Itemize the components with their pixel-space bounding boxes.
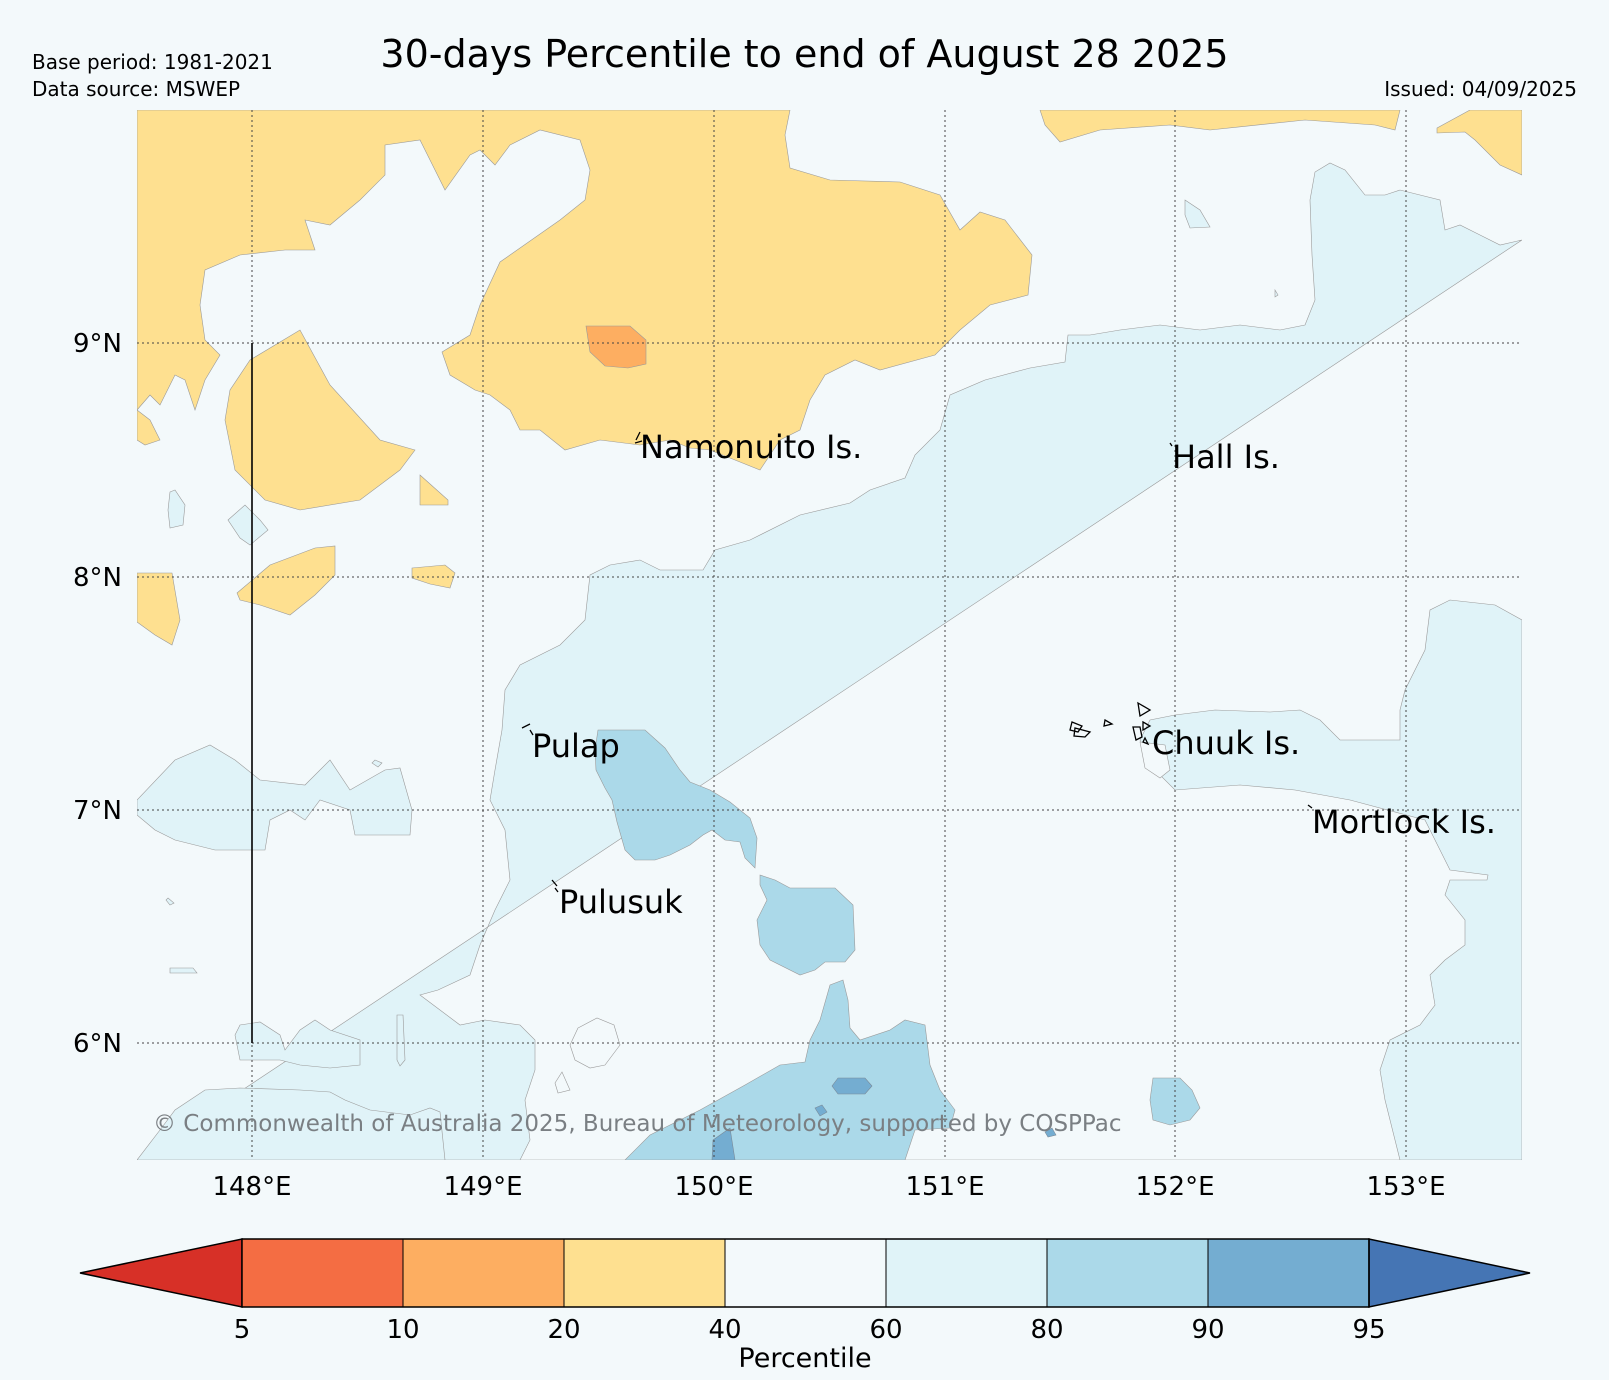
very-wet-region-4 (1044, 1127, 1057, 1138)
pulusuk-mark (551, 879, 559, 893)
lon-label-152e: 152°E (1135, 1172, 1214, 1202)
chuuk-island-3 (1073, 727, 1092, 738)
issued-date-label: Issued: 04/09/2025 (1384, 77, 1577, 101)
map-plot-area (137, 110, 1522, 1160)
colorbar-extend-high (1368, 1238, 1531, 1308)
band-80-90 (594, 729, 1201, 1160)
wet-islet-4 (165, 897, 175, 906)
band-10-20-region (585, 325, 647, 369)
wet-islet-7 (1184, 199, 1211, 229)
wet-region-southeast-blob (756, 874, 856, 976)
very-wet-region-3 (814, 1104, 828, 1117)
gridlines (137, 110, 1522, 1160)
pulap-mark (521, 723, 534, 736)
place-pulap: Pulap (532, 727, 620, 765)
wet-region-west-7n (137, 744, 413, 851)
colorbar-segment-60-80 (885, 1238, 1048, 1308)
chuuk-island-7 (1142, 736, 1150, 746)
lon-label-153e: 153°E (1366, 1172, 1445, 1202)
chuuk-island-1 (1137, 701, 1152, 718)
mortlock-mark (1307, 804, 1313, 809)
namonuito-mark (634, 431, 643, 444)
copyright-notice: © Commonwealth of Australia 2025, Bureau… (153, 1111, 1122, 1137)
colorbar-tick-60: 60 (869, 1315, 902, 1345)
dry-region-8n-edge (137, 572, 181, 646)
place-chuuk: Chuuk Is. (1152, 724, 1300, 762)
near-normal-hole-3 (1139, 741, 1171, 779)
map-title: 30-days Percentile to end of August 28 2… (380, 32, 1229, 76)
wet-region-west-6n (137, 1087, 446, 1160)
band-20-40 (137, 110, 1522, 646)
hall-mark (1169, 442, 1173, 447)
chuuk-island-4 (1103, 718, 1114, 727)
colorbar-segment-20-40 (563, 1238, 726, 1308)
very-wet-region-1 (831, 1077, 873, 1095)
colorbar-tick-80: 80 (1030, 1315, 1063, 1345)
colorbar-segment-5-10 (241, 1238, 404, 1308)
colorbar (79, 1238, 1531, 1308)
chuuk-island-5 (1132, 726, 1143, 741)
band-60-80 (137, 162, 1522, 1160)
near-normal-hole-2 (554, 1071, 571, 1094)
wet-islet-6 (396, 1014, 406, 1067)
colorbar-tick-10: 10 (386, 1315, 419, 1345)
band-90-95 (711, 1077, 1057, 1160)
dry-region-8n-west (236, 545, 336, 616)
place-pulusuk: Pulusuk (559, 883, 683, 921)
place-hall: Hall Is. (1172, 438, 1280, 476)
colorbar-tick-95: 95 (1352, 1315, 1385, 1345)
dry-region-top-right-corner (1436, 110, 1522, 176)
colorbar-segment-90-95 (1207, 1238, 1370, 1308)
data-source-label: Data source: MSWEP (32, 77, 241, 101)
colorbar-tick-40: 40 (708, 1315, 741, 1345)
band-40-60-holes (554, 741, 1171, 1094)
lat-label-9n: 9°N (73, 329, 122, 359)
dry-region-top-right (1039, 110, 1401, 143)
colorbar-segment-10-20 (402, 1238, 565, 1308)
wet-region-south (624, 979, 956, 1160)
colorbar-tick-5: 5 (234, 1315, 251, 1345)
colorbar-ticks: 5 10 20 40 60 80 90 95 (234, 1315, 1386, 1345)
dry-region-central-west (224, 329, 416, 511)
wet-region-main (137, 162, 1522, 1160)
lon-label-149e: 149°E (443, 1172, 522, 1202)
colorbar-tick-20: 20 (547, 1315, 580, 1345)
chuuk-island-6 (1142, 720, 1152, 732)
base-period-label: Base period: 1981-2021 (32, 50, 273, 74)
colorbar-tick-90: 90 (1191, 1315, 1224, 1345)
colorbar-label: Percentile (738, 1343, 871, 1374)
colorbar-extend-low (79, 1238, 243, 1308)
wet-islet-1 (227, 504, 269, 546)
wet-islet-8 (1274, 288, 1279, 298)
near-normal-hole-1 (569, 1017, 621, 1069)
longitude-labels: 148°E 149°E 150°E 151°E 152°E 153°E (212, 1172, 1445, 1202)
wet-islet-3 (169, 967, 198, 974)
wet-islet-5 (371, 759, 383, 768)
place-namonuito: Namonuito Is. (640, 428, 862, 466)
dry-region-north-west (137, 110, 1033, 471)
latitude-labels: 9°N 8°N 7°N 6°N (73, 329, 122, 1059)
island-outlines (521, 431, 1313, 893)
chuuk-island-2 (1069, 721, 1083, 733)
wet-region-pulap-south (594, 729, 758, 869)
very-wet-region-2 (711, 1127, 736, 1160)
lat-label-7n: 7°N (73, 796, 122, 826)
place-mortlock: Mortlock Is. (1312, 803, 1496, 841)
wet-region-west-6n-b (234, 1019, 361, 1069)
dry-region-small-east-of-center (419, 474, 449, 506)
lat-label-6n: 6°N (73, 1029, 122, 1059)
lon-label-148e: 148°E (212, 1172, 291, 1202)
wet-islet-2 (167, 489, 186, 529)
dry-region-west-coast (137, 409, 161, 446)
colorbar-segment-80-90 (1046, 1238, 1209, 1308)
lon-label-150e: 150°E (674, 1172, 753, 1202)
lat-label-8n: 8°N (73, 563, 122, 593)
lon-label-151e: 151°E (905, 1172, 984, 1202)
place-labels: Namonuito Is. Hall Is. Pulap Chuuk Is. M… (532, 428, 1496, 921)
colorbar-segment-40-60 (724, 1238, 887, 1308)
